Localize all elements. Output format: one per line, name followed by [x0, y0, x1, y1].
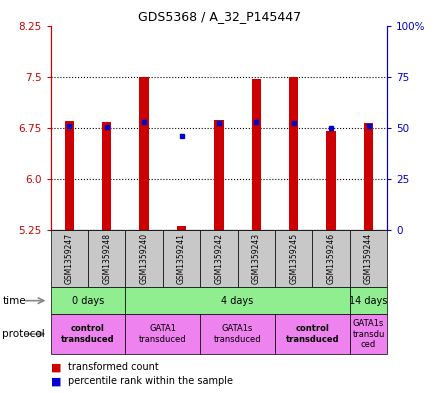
Bar	[364, 123, 373, 230]
Text: GSM1359240: GSM1359240	[139, 233, 149, 284]
Text: GSM1359243: GSM1359243	[252, 233, 261, 284]
Bar	[350, 314, 387, 354]
Bar	[238, 230, 275, 287]
Bar	[252, 79, 261, 230]
Bar	[275, 230, 312, 287]
Bar	[214, 119, 224, 230]
Text: ■: ■	[51, 362, 61, 373]
Text: GSM1359242: GSM1359242	[214, 233, 224, 284]
Bar	[125, 314, 200, 354]
Bar	[51, 314, 125, 354]
Text: transformed count: transformed count	[68, 362, 159, 373]
Text: GSM1359246: GSM1359246	[326, 233, 336, 284]
Bar	[177, 226, 186, 230]
Text: ■: ■	[51, 376, 61, 386]
Text: control
transduced: control transduced	[61, 324, 115, 344]
Bar	[125, 230, 163, 287]
Text: percentile rank within the sample: percentile rank within the sample	[68, 376, 233, 386]
Bar	[312, 230, 350, 287]
Bar	[163, 230, 200, 287]
Bar	[88, 230, 125, 287]
Bar	[275, 314, 350, 354]
Bar	[200, 314, 275, 354]
Bar	[350, 230, 387, 287]
Text: 0 days: 0 days	[72, 296, 104, 306]
Bar	[65, 121, 74, 230]
Bar	[289, 77, 298, 230]
Bar	[350, 287, 387, 314]
Bar	[51, 287, 125, 314]
Text: GATA1
transduced: GATA1 transduced	[139, 324, 187, 344]
Text: GSM1359245: GSM1359245	[289, 233, 298, 284]
Text: GSM1359248: GSM1359248	[102, 233, 111, 284]
Text: GATA1s
transdu
ced: GATA1s transdu ced	[352, 319, 385, 349]
Text: time: time	[2, 296, 26, 306]
Text: 4 days: 4 days	[221, 296, 254, 306]
Text: protocol: protocol	[2, 329, 45, 339]
Text: GSM1359241: GSM1359241	[177, 233, 186, 284]
Text: GDS5368 / A_32_P145447: GDS5368 / A_32_P145447	[139, 10, 301, 23]
Bar	[200, 230, 238, 287]
Bar	[125, 287, 350, 314]
Bar	[102, 122, 111, 230]
Text: control
transduced: control transduced	[286, 324, 339, 344]
Bar	[326, 131, 336, 230]
Bar	[139, 77, 149, 230]
Text: GSM1359244: GSM1359244	[364, 233, 373, 284]
Text: GSM1359247: GSM1359247	[65, 233, 74, 284]
Text: GATA1s
transduced: GATA1s transduced	[214, 324, 261, 344]
Text: 14 days: 14 days	[349, 296, 388, 306]
Bar	[51, 230, 88, 287]
